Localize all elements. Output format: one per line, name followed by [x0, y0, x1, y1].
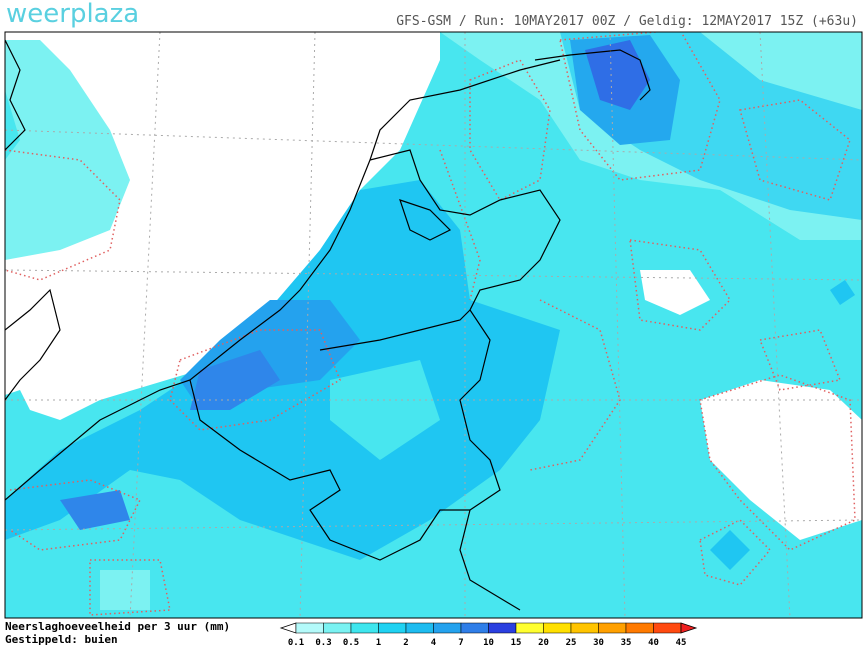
map: [4, 31, 863, 619]
precip-area: [830, 280, 855, 305]
legend-title: Neerslaghoeveelheid per 3 uur (mm): [5, 620, 230, 633]
scale-label: 0.3: [315, 638, 331, 648]
scale-label: 45: [676, 638, 687, 648]
scale-swatch: [378, 622, 407, 634]
dry-area: [640, 270, 710, 315]
map-frame: [4, 31, 863, 619]
scale-arrow: [279, 622, 297, 634]
scale-swatch: [460, 622, 489, 634]
scale-swatch: [653, 622, 682, 634]
precip-area: [5, 90, 20, 160]
scale-label: 15: [511, 638, 522, 648]
scale-label: 0.1: [288, 638, 304, 648]
scale-swatch: [543, 622, 572, 634]
scale-label: 40: [648, 638, 659, 648]
precip-area: [330, 360, 440, 460]
scale-label: 2: [403, 638, 408, 648]
precip-area: [5, 40, 130, 260]
scale-label: 20: [538, 638, 549, 648]
scale-swatch: [405, 622, 434, 634]
scale-swatch: [295, 622, 324, 634]
scale-swatch: [570, 622, 599, 634]
scale-arrow: [680, 622, 698, 634]
scale-label: 1: [376, 638, 381, 648]
graticule: [5, 32, 862, 618]
precip-area: [710, 530, 750, 570]
precip-area: [60, 490, 130, 530]
scale-swatch: [515, 622, 544, 634]
color-scale: 0.1 0.3 0.5 1 2 4 7 10 15 20 25 30 35 40 45: [279, 622, 698, 648]
scale-label: 7: [458, 638, 463, 648]
logo: weerplaza: [6, 0, 139, 29]
scale-swatch: [323, 622, 352, 634]
scale-label: 4: [431, 638, 437, 648]
scale-swatch: [433, 622, 462, 634]
scale-swatch: [598, 622, 627, 634]
scale-swatch: [488, 622, 517, 634]
scale-label: 30: [593, 638, 604, 648]
scale-label: 10: [483, 638, 494, 648]
scale-swatch: [350, 622, 379, 634]
scale-label: 25: [566, 638, 577, 648]
run-info: GFS-GSM / Run: 10MAY2017 00Z / Geldig: 1…: [396, 14, 858, 29]
scale-label: 0.5: [343, 638, 359, 648]
precip-area: [190, 350, 280, 410]
scale-label: 35: [621, 638, 632, 648]
borders: [5, 39, 651, 611]
legend-note: Gestippeld: buien: [5, 633, 118, 646]
dry-area: [700, 380, 862, 540]
scale-swatch: [625, 622, 654, 634]
precip-area: [100, 570, 150, 610]
dry-area: [5, 32, 440, 420]
